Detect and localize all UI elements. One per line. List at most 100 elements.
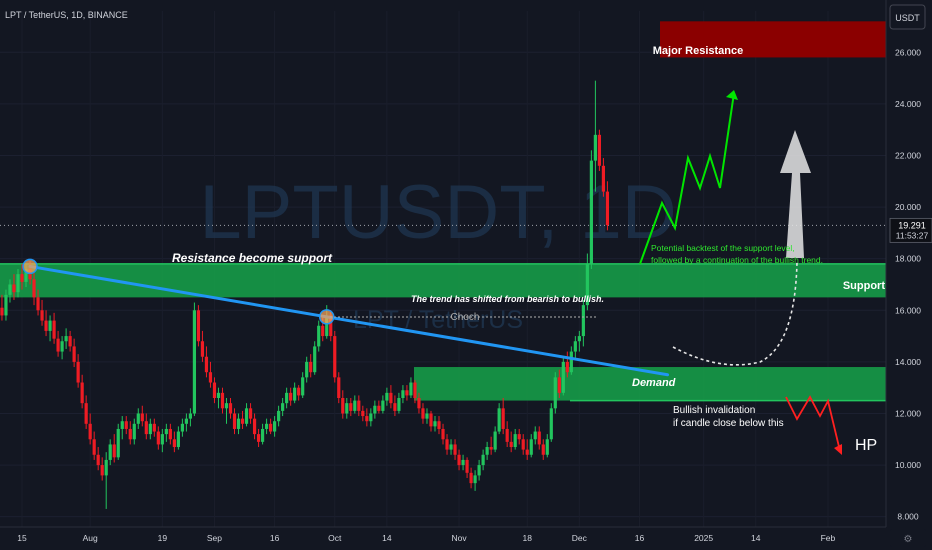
candle-body[interactable] <box>341 398 345 414</box>
candle-body[interactable] <box>4 294 8 316</box>
candle-body[interactable] <box>0 307 4 316</box>
candle-body[interactable] <box>381 400 385 411</box>
candle-body[interactable] <box>513 434 517 448</box>
candle-body[interactable] <box>152 423 156 432</box>
candle-body[interactable] <box>481 454 485 466</box>
candle-body[interactable] <box>248 408 253 419</box>
candle-body[interactable] <box>449 444 453 450</box>
candle-body[interactable] <box>136 413 140 424</box>
candle-body[interactable] <box>469 472 473 484</box>
candle-body[interactable] <box>593 134 597 161</box>
candle-body[interactable] <box>373 405 377 414</box>
candle-body[interactable] <box>589 160 593 264</box>
candle-body[interactable] <box>293 387 297 401</box>
candle-body[interactable] <box>140 413 144 422</box>
candle-body[interactable] <box>337 377 341 398</box>
candle-body[interactable] <box>277 410 281 422</box>
candle-body[interactable] <box>160 434 164 445</box>
candle-body[interactable] <box>545 439 549 455</box>
candle-body[interactable] <box>56 338 60 352</box>
candle-body[interactable] <box>525 449 529 455</box>
candle-body[interactable] <box>252 418 257 435</box>
candle-body[interactable] <box>281 403 285 411</box>
candle-body[interactable] <box>385 392 389 401</box>
candle-body[interactable] <box>224 403 229 409</box>
candle-body[interactable] <box>244 408 249 424</box>
candle-body[interactable] <box>573 341 577 352</box>
candle-body[interactable] <box>333 336 337 378</box>
candle-body[interactable] <box>240 418 245 424</box>
candle-body[interactable] <box>273 421 277 432</box>
candle-body[interactable] <box>188 413 193 419</box>
candle-body[interactable] <box>180 423 184 432</box>
candle-body[interactable] <box>228 403 233 414</box>
candle-body[interactable] <box>64 336 68 342</box>
candle-body[interactable] <box>232 413 237 429</box>
candle-body[interactable] <box>184 418 188 424</box>
candle-body[interactable] <box>329 315 333 337</box>
candle-body[interactable] <box>349 403 353 411</box>
candle-body[interactable] <box>40 310 44 321</box>
candle-body[interactable] <box>196 310 201 342</box>
candle-body[interactable] <box>493 431 497 450</box>
candle-body[interactable] <box>20 274 24 282</box>
candle-body[interactable] <box>204 356 209 373</box>
candle-body[interactable] <box>168 428 172 440</box>
settings-icon[interactable]: ⚙ <box>904 534 913 545</box>
candle-body[interactable] <box>425 413 429 419</box>
candle-body[interactable] <box>8 284 12 295</box>
candle-body[interactable] <box>16 274 20 293</box>
candle-body[interactable] <box>401 390 405 398</box>
candle-body[interactable] <box>521 439 525 450</box>
candle-body[interactable] <box>369 413 373 422</box>
time-axis[interactable] <box>0 527 932 550</box>
candle-body[interactable] <box>357 400 361 411</box>
candle-body[interactable] <box>553 377 557 409</box>
candle-body[interactable] <box>377 405 381 411</box>
candle-body[interactable] <box>80 382 84 404</box>
candle-body[interactable] <box>172 439 176 448</box>
candle-body[interactable] <box>144 421 148 435</box>
candle-body[interactable] <box>317 325 321 347</box>
candle-body[interactable] <box>605 191 610 226</box>
candle-body[interactable] <box>36 297 40 311</box>
candle-body[interactable] <box>48 320 52 331</box>
candle-body[interactable] <box>116 428 120 458</box>
candle-body[interactable] <box>68 336 72 347</box>
candle-body[interactable] <box>453 444 457 455</box>
candle-body[interactable] <box>541 444 545 455</box>
candle-body[interactable] <box>537 431 541 445</box>
candle-body[interactable] <box>260 428 265 442</box>
candle-body[interactable] <box>264 423 269 429</box>
candle-body[interactable] <box>501 408 505 429</box>
candle-body[interactable] <box>88 423 92 440</box>
candle-body[interactable] <box>601 165 606 192</box>
candle-body[interactable] <box>565 361 569 373</box>
price-axis[interactable] <box>886 0 932 550</box>
candle-body[interactable] <box>220 392 225 409</box>
candle-body[interactable] <box>389 392 393 404</box>
candle-body[interactable] <box>108 444 112 460</box>
candle-body[interactable] <box>409 382 413 396</box>
candle-body[interactable] <box>429 413 433 427</box>
candle-body[interactable] <box>497 408 501 432</box>
candle-body[interactable] <box>301 377 305 396</box>
candle-body[interactable] <box>76 361 80 383</box>
candle-body[interactable] <box>124 421 128 429</box>
candle-body[interactable] <box>529 439 533 455</box>
candle-body[interactable] <box>200 341 205 357</box>
candle-body[interactable] <box>297 387 301 396</box>
candle-body[interactable] <box>477 465 481 476</box>
trendline[interactable] <box>28 264 670 377</box>
candle-body[interactable] <box>445 439 449 450</box>
candle-body[interactable] <box>457 454 461 466</box>
candle-body[interactable] <box>208 372 213 383</box>
candle-body[interactable] <box>365 416 369 422</box>
candle-body[interactable] <box>505 428 509 442</box>
candle-body[interactable] <box>112 444 116 458</box>
candle-body[interactable] <box>44 320 48 331</box>
candle-body[interactable] <box>216 392 221 398</box>
candle-body[interactable] <box>313 346 317 373</box>
candle-body[interactable] <box>561 361 565 393</box>
candle-body[interactable] <box>269 423 273 432</box>
